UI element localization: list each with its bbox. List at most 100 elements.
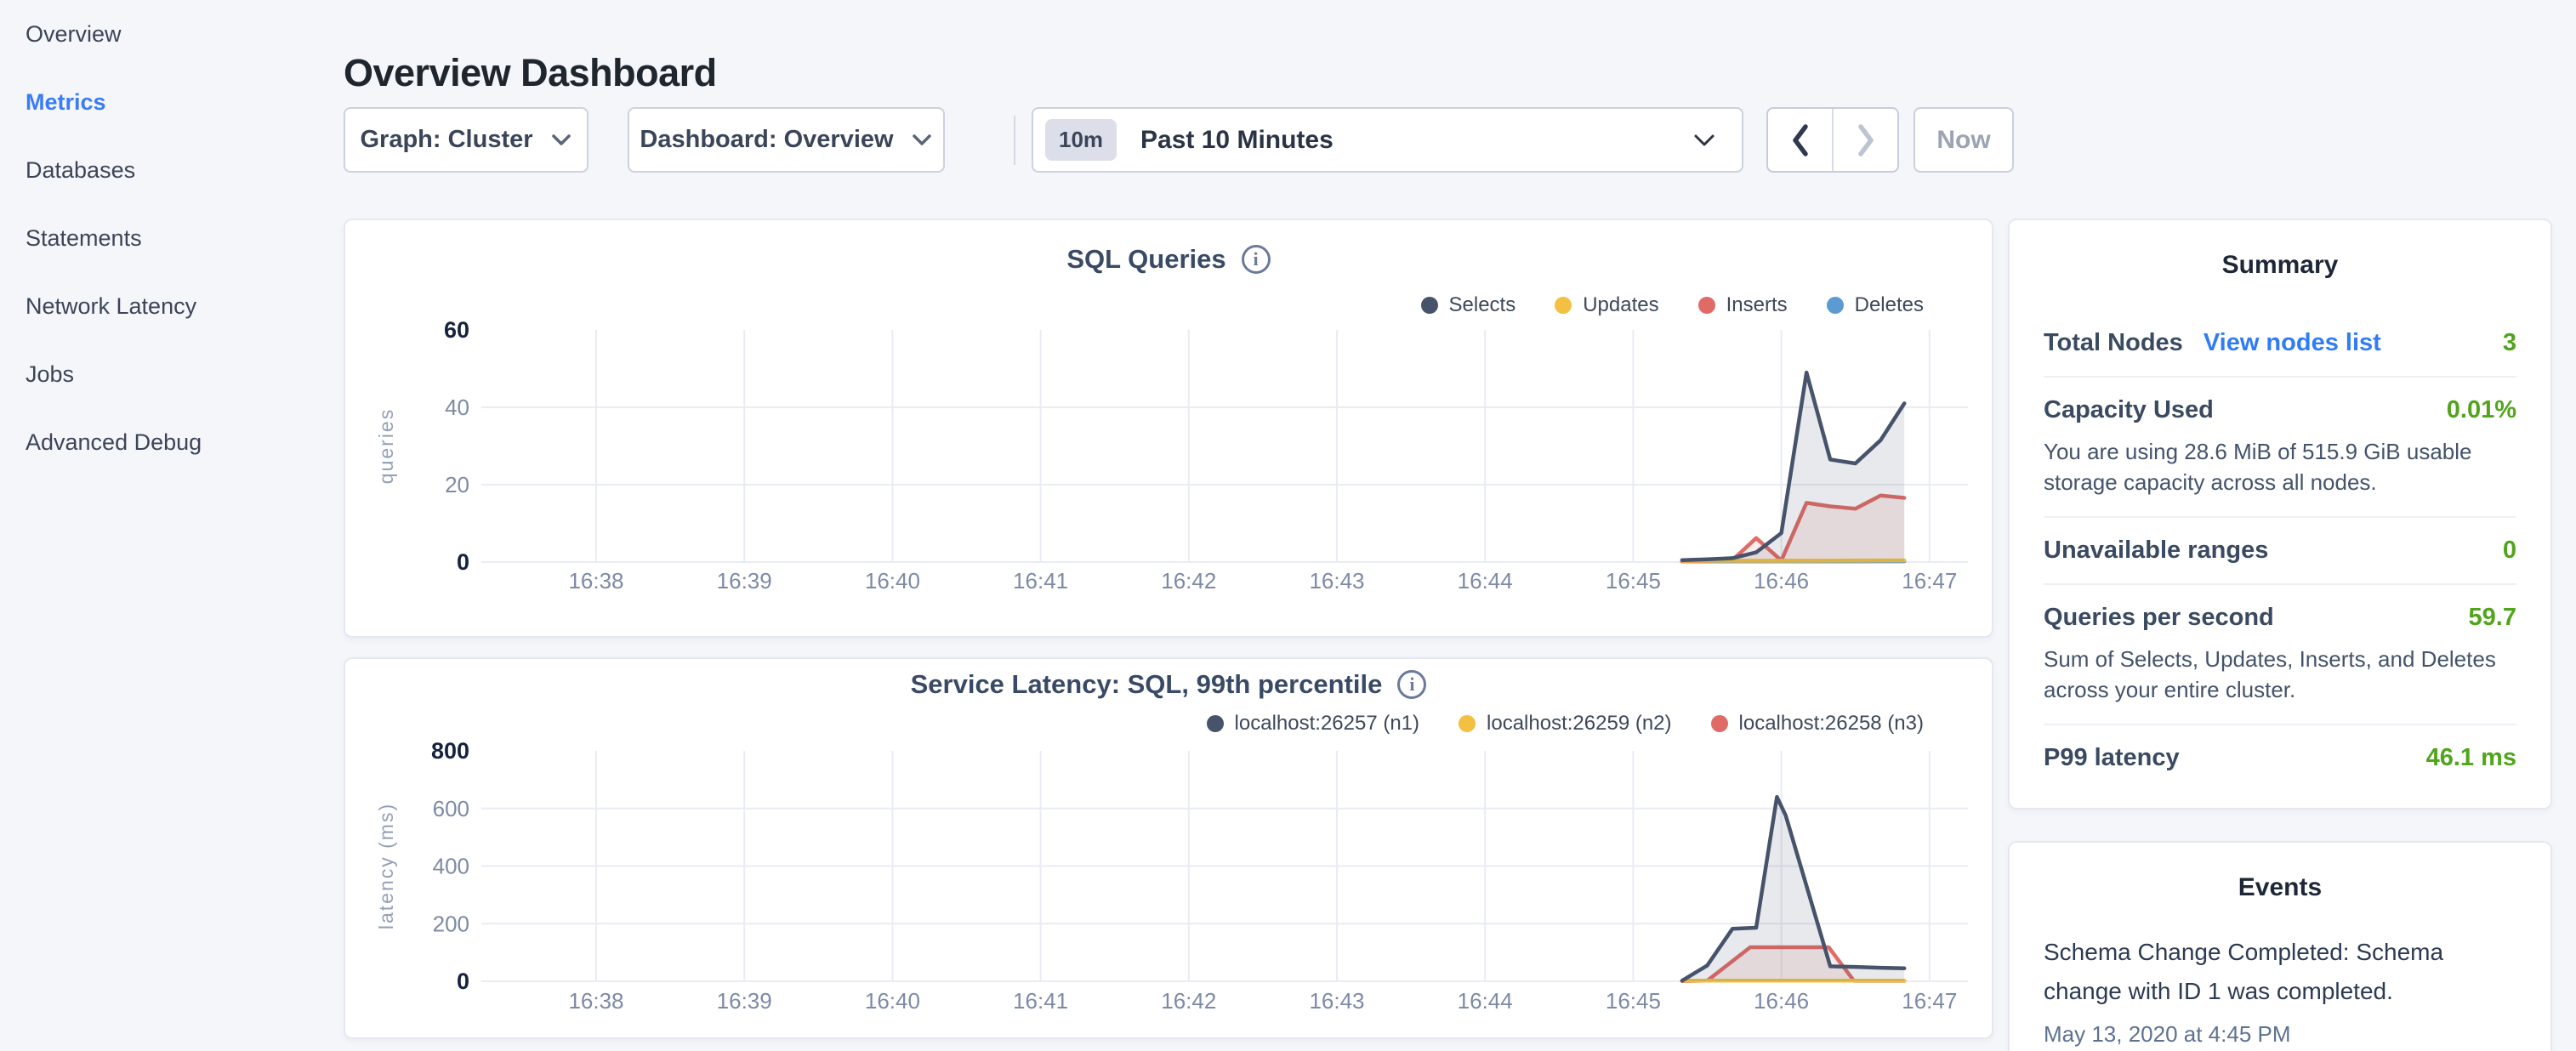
chevron-down-icon: [1694, 134, 1714, 145]
svg-text:16:38: 16:38: [568, 568, 623, 594]
legend-dot-icon: [1555, 297, 1572, 314]
y-axis-label: latency (ms): [375, 803, 397, 929]
chevron-down-icon: [551, 134, 571, 145]
sidebar-item-network-latency[interactable]: Network Latency: [26, 293, 197, 319]
time-range-badge: 10m: [1045, 119, 1117, 161]
time-nav-buttons: [1766, 107, 1899, 173]
svg-text:16:42: 16:42: [1161, 988, 1216, 1014]
summary-row-value: 46.1 ms: [2425, 744, 2516, 771]
summary-row-label: Total Nodes: [2044, 329, 2183, 356]
time-range-dropdown[interactable]: 10m Past 10 Minutes: [1032, 107, 1743, 173]
dashboard-dropdown[interactable]: Dashboard: Overview: [628, 107, 945, 173]
chart-plot-area[interactable]: 16:38 16:39 16:40 16:41 16:42 16:43 16:44 16:45…: [345, 659, 1995, 1041]
svg-text:16:40: 16:40: [865, 568, 920, 594]
graph-dropdown-label: Graph: Cluster: [360, 126, 533, 153]
service-latency-chart-card: Service Latency: SQL, 99th percentile i lo…: [344, 657, 1993, 1039]
chart-legend: Selects Updates Inserts Deletes: [1420, 293, 1924, 317]
svg-text:16:44: 16:44: [1458, 988, 1513, 1014]
info-icon[interactable]: i: [1241, 245, 1271, 274]
legend-item: Deletes: [1826, 293, 1924, 317]
summary-row-value: 3: [2502, 329, 2516, 356]
chart-plot-area[interactable]: 16:38 16:39 16:40 16:41 16:42 16:43 16:44 16:45…: [345, 220, 1995, 639]
chevron-right-icon: [1857, 123, 1874, 156]
toolbar-divider: [1014, 116, 1015, 165]
summary-rows: Total Nodes View nodes list 3 Capacity U…: [2044, 310, 2516, 791]
legend-dot-icon: [1697, 297, 1715, 314]
svg-text:20: 20: [445, 472, 469, 497]
legend-dot-icon: [1826, 297, 1844, 314]
svg-text:200: 200: [433, 911, 469, 936]
legend-item: Selects: [1420, 293, 1515, 317]
legend-dot-icon: [1459, 715, 1476, 732]
svg-text:16:39: 16:39: [717, 568, 772, 594]
svg-text:16:41: 16:41: [1013, 568, 1068, 594]
chart-legend: localhost:26257 (n1) localhost:26259 (n2)…: [1206, 712, 1924, 736]
sidebar-item-metrics[interactable]: Metrics: [26, 89, 106, 115]
summary-row-value: 0: [2502, 537, 2516, 564]
info-icon[interactable]: i: [1397, 670, 1427, 699]
summary-row-label: Unavailable ranges: [2044, 537, 2269, 564]
svg-text:16:41: 16:41: [1013, 988, 1068, 1014]
svg-text:16:46: 16:46: [1754, 988, 1809, 1014]
svg-text:16:47: 16:47: [1902, 988, 1957, 1014]
svg-text:0: 0: [457, 549, 469, 575]
sidebar-item-jobs[interactable]: Jobs: [26, 361, 75, 387]
svg-text:16:42: 16:42: [1161, 568, 1216, 594]
legend-item: localhost:26258 (n3): [1710, 712, 1924, 736]
svg-text:16:43: 16:43: [1309, 568, 1364, 594]
legend-dot-icon: [1710, 715, 1728, 732]
page-title: Overview Dashboard: [344, 51, 717, 95]
svg-text:16:40: 16:40: [865, 988, 920, 1014]
sidebar: Overview Metrics Databases Statements Ne…: [0, 0, 342, 476]
summary-row-p99-latency: P99 latency 46.1 ms: [2044, 724, 2516, 791]
sidebar-item-advanced-debug[interactable]: Advanced Debug: [26, 429, 202, 455]
sql-queries-chart-card: SQL Queries i Selects Updates Inserts Deletes…: [344, 219, 1993, 638]
svg-text:16:39: 16:39: [717, 988, 772, 1014]
chevron-left-icon: [1792, 123, 1808, 156]
chart-title: SQL Queries i: [345, 244, 1992, 275]
svg-text:16:46: 16:46: [1754, 568, 1809, 594]
svg-text:600: 600: [433, 796, 469, 821]
svg-text:16:47: 16:47: [1902, 568, 1957, 594]
y-axis-label: queries: [375, 408, 397, 484]
legend-dot-icon: [1420, 297, 1438, 314]
svg-text:16:45: 16:45: [1606, 988, 1661, 1014]
legend-item: Updates: [1555, 293, 1659, 317]
summary-row-label: Queries per second: [2044, 604, 2274, 631]
graph-dropdown[interactable]: Graph: Cluster: [344, 107, 589, 173]
summary-row-total-nodes: Total Nodes View nodes list 3: [2044, 310, 2516, 376]
time-back-button[interactable]: [1768, 109, 1834, 171]
events-title: Events: [2238, 873, 2323, 901]
summary-row-label: Capacity Used: [2044, 396, 2214, 423]
legend-item: Inserts: [1697, 293, 1788, 317]
sidebar-item-statements[interactable]: Statements: [26, 225, 142, 251]
chart-title: Service Latency: SQL, 99th percentile i: [345, 669, 1992, 700]
event-message: Schema Change Completed: Schema change w…: [2044, 939, 2444, 1004]
sidebar-item-databases[interactable]: Databases: [26, 157, 136, 183]
svg-text:40: 40: [445, 395, 469, 420]
summary-row-capacity-used: Capacity Used 0.01% You are using 28.6 M…: [2044, 376, 2516, 516]
now-button[interactable]: Now: [1914, 107, 2014, 173]
svg-text:800: 800: [431, 738, 469, 764]
time-range-label: Past 10 Minutes: [1140, 125, 1333, 154]
view-nodes-list-link[interactable]: View nodes list: [2203, 329, 2381, 356]
sidebar-item-overview[interactable]: Overview: [26, 21, 122, 47]
event-item: Schema Change Completed: Schema change w…: [2044, 933, 2516, 1048]
dashboard-dropdown-label: Dashboard: Overview: [640, 126, 894, 153]
summary-row-value: 59.7: [2468, 604, 2516, 631]
summary-row-value: 0.01%: [2446, 396, 2516, 423]
event-timestamp: May 13, 2020 at 4:45 PM: [2044, 1021, 2291, 1047]
legend-item: localhost:26259 (n2): [1459, 712, 1672, 736]
summary-panel: Summary Total Nodes View nodes list 3 Ca…: [2008, 219, 2552, 810]
svg-text:16:44: 16:44: [1458, 568, 1513, 594]
chevron-down-icon: [912, 134, 931, 145]
summary-row-unavailable-ranges: Unavailable ranges 0: [2044, 516, 2516, 583]
svg-text:16:43: 16:43: [1309, 988, 1364, 1014]
time-forward-button[interactable]: [1834, 109, 1897, 171]
svg-text:60: 60: [444, 317, 469, 343]
legend-dot-icon: [1206, 715, 1224, 732]
summary-row-description: You are using 28.6 MiB of 515.9 GiB usab…: [2044, 439, 2472, 495]
svg-text:400: 400: [433, 854, 469, 879]
legend-item: localhost:26257 (n1): [1206, 712, 1419, 736]
